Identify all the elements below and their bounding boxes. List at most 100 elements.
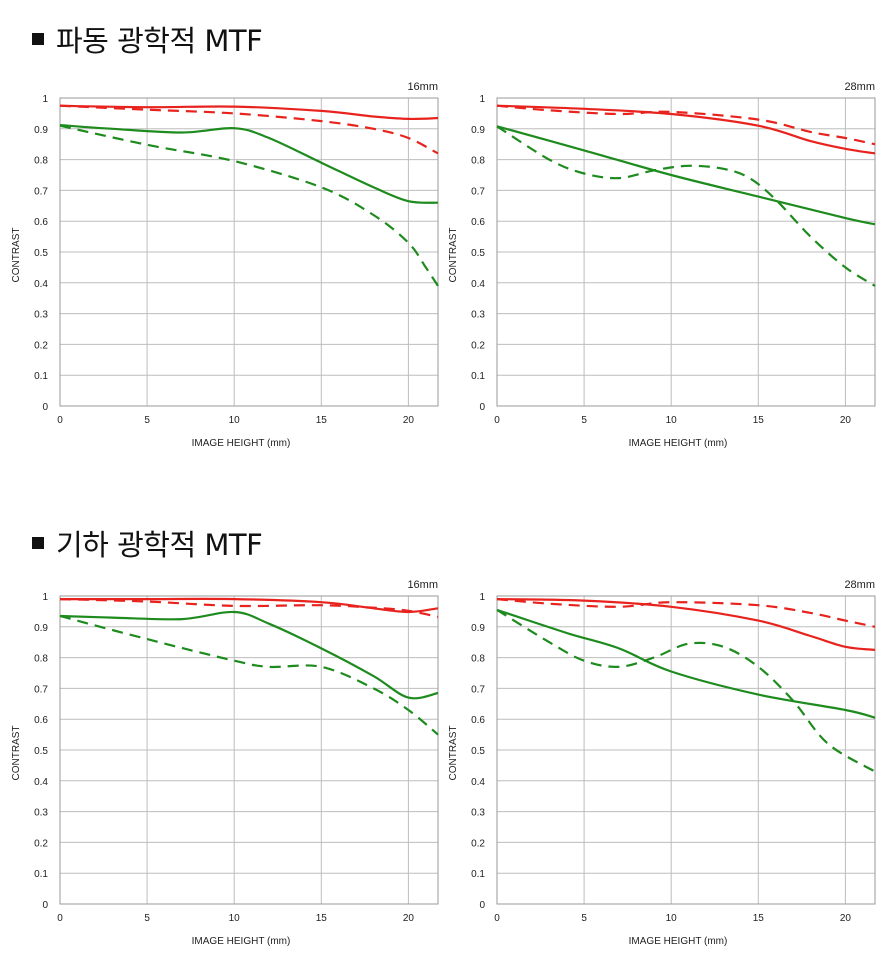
x-tick-label: 20	[840, 913, 852, 924]
y-tick-label: 0.4	[34, 279, 48, 290]
y-tick-label: 0.1	[471, 371, 485, 382]
x-tick-label: 0	[494, 415, 500, 426]
y-tick-label: 0.1	[34, 869, 48, 880]
mtf-curve-green-dashed	[496, 125, 876, 287]
mtf-curve-red-dashed	[59, 104, 439, 155]
y-tick-label: 0.6	[471, 715, 485, 726]
y-tick-label: 1	[479, 94, 485, 105]
y-tick-label: 0.5	[471, 248, 485, 259]
focal-length-label: 28mm	[844, 579, 875, 591]
y-tick-label: 0.6	[471, 217, 485, 228]
x-axis-label: IMAGE HEIGHT (mm)	[629, 438, 728, 449]
y-tick-label: 0.5	[34, 746, 48, 757]
y-tick-label: 0.9	[471, 623, 485, 634]
y-tick-label: 0.3	[471, 310, 485, 321]
y-tick-label: 0.3	[34, 808, 48, 819]
focal-length-label: 28mm	[844, 81, 875, 93]
mtf-curve-green-solid	[59, 124, 439, 204]
x-tick-label: 0	[494, 913, 500, 924]
mtf-curve-green-dashed	[496, 608, 876, 773]
x-axis-label: IMAGE HEIGHT (mm)	[629, 936, 728, 947]
mtf-curve-green-solid	[496, 608, 876, 719]
y-tick-label: 0.2	[34, 838, 48, 849]
mtf-curve-red-dashed	[496, 104, 876, 146]
y-tick-label: 0.6	[34, 715, 48, 726]
x-tick-label: 15	[316, 415, 328, 426]
y-tick-label: 0.3	[34, 310, 48, 321]
mtf-curve-green-dashed	[59, 614, 439, 736]
y-tick-label: 0.5	[34, 248, 48, 259]
section-title: 기하 광학적 MTF	[32, 522, 263, 564]
y-tick-label: 0.4	[34, 777, 48, 788]
focal-length-label: 16mm	[407, 81, 438, 93]
mtf-curve-green-solid	[59, 610, 439, 700]
y-tick-label: 0.3	[471, 808, 485, 819]
mtf-curve-red-solid	[496, 598, 876, 651]
y-tick-label: 0.8	[34, 654, 48, 665]
section-title-text: 파동 광학적 MTF	[56, 24, 263, 58]
y-tick-label: 0.2	[471, 340, 485, 351]
x-tick-label: 10	[666, 913, 678, 924]
x-tick-label: 10	[229, 415, 241, 426]
x-tick-label: 20	[403, 913, 415, 924]
x-tick-label: 10	[229, 913, 241, 924]
y-tick-label: 0.7	[34, 684, 48, 695]
section-geometric-mtf: 기하 광학적 MTF 16mm 0 0.1 0.2 0.3 0.4 0.5 0.6 0.7 0.8…	[0, 500, 891, 978]
y-tick-label: 0.2	[471, 838, 485, 849]
y-tick-label: 0.8	[34, 156, 48, 167]
y-tick-label: 1	[479, 592, 485, 603]
x-axis-label: IMAGE HEIGHT (mm)	[192, 936, 291, 947]
mtf-curve-red-solid	[60, 597, 439, 614]
y-tick-label: 0	[479, 900, 485, 911]
x-tick-label: 5	[581, 913, 587, 924]
y-tick-label: 0.1	[34, 371, 48, 382]
mtf-curve-red-dashed	[496, 598, 876, 628]
y-tick-label: 0.4	[471, 279, 485, 290]
y-tick-label: 1	[42, 94, 48, 105]
y-tick-label: 0.7	[471, 186, 485, 197]
y-tick-label: 0.7	[471, 684, 485, 695]
x-tick-label: 15	[316, 913, 328, 924]
y-axis-label: CONTRAST	[448, 228, 459, 283]
x-tick-label: 10	[666, 415, 678, 426]
x-tick-label: 15	[753, 913, 765, 924]
mtf-curve-green-dashed	[59, 124, 439, 287]
x-tick-label: 5	[144, 415, 150, 426]
x-tick-label: 5	[581, 415, 587, 426]
bullet-square-icon	[32, 33, 44, 45]
x-tick-label: 15	[753, 415, 765, 426]
y-tick-label: 0.4	[471, 777, 485, 788]
mtf-curve-green-solid	[496, 125, 876, 226]
y-tick-label: 0	[42, 900, 48, 911]
mtf-curve-red-solid	[59, 104, 439, 121]
section-wave-mtf: 파동 광학적 MTF 16mm 0 0.1 0.2 0.3 0.4 0.5 0.6 0.7 0.8…	[11, 18, 876, 449]
y-tick-label: 0	[42, 402, 48, 413]
y-tick-label: 0.1	[471, 869, 485, 880]
y-axis-label: CONTRAST	[11, 228, 22, 283]
plot-frame	[59, 97, 439, 407]
focal-length-label: 16mm	[407, 579, 438, 591]
y-tick-label: 0.2	[34, 340, 48, 351]
y-tick-label: 0.8	[471, 156, 485, 167]
x-tick-label: 0	[57, 913, 63, 924]
mtf-curve-red-dashed	[59, 598, 439, 618]
section-title: 파동 광학적 MTF	[32, 18, 263, 60]
bullet-square-icon	[32, 537, 44, 549]
y-tick-label: 0.6	[34, 217, 48, 228]
x-tick-label: 5	[144, 913, 150, 924]
y-tick-label: 1	[42, 592, 48, 603]
y-tick-label: 0.7	[34, 186, 48, 197]
plot-frame	[59, 595, 439, 905]
y-tick-label: 0.9	[471, 125, 485, 136]
y-axis-label: CONTRAST	[448, 726, 459, 781]
y-tick-label: 0	[479, 402, 485, 413]
y-tick-label: 0.9	[34, 623, 48, 634]
x-tick-label: 20	[403, 415, 415, 426]
x-tick-label: 20	[840, 415, 852, 426]
y-axis-label: CONTRAST	[11, 726, 22, 781]
section-title-text: 기하 광학적 MTF	[56, 528, 263, 562]
